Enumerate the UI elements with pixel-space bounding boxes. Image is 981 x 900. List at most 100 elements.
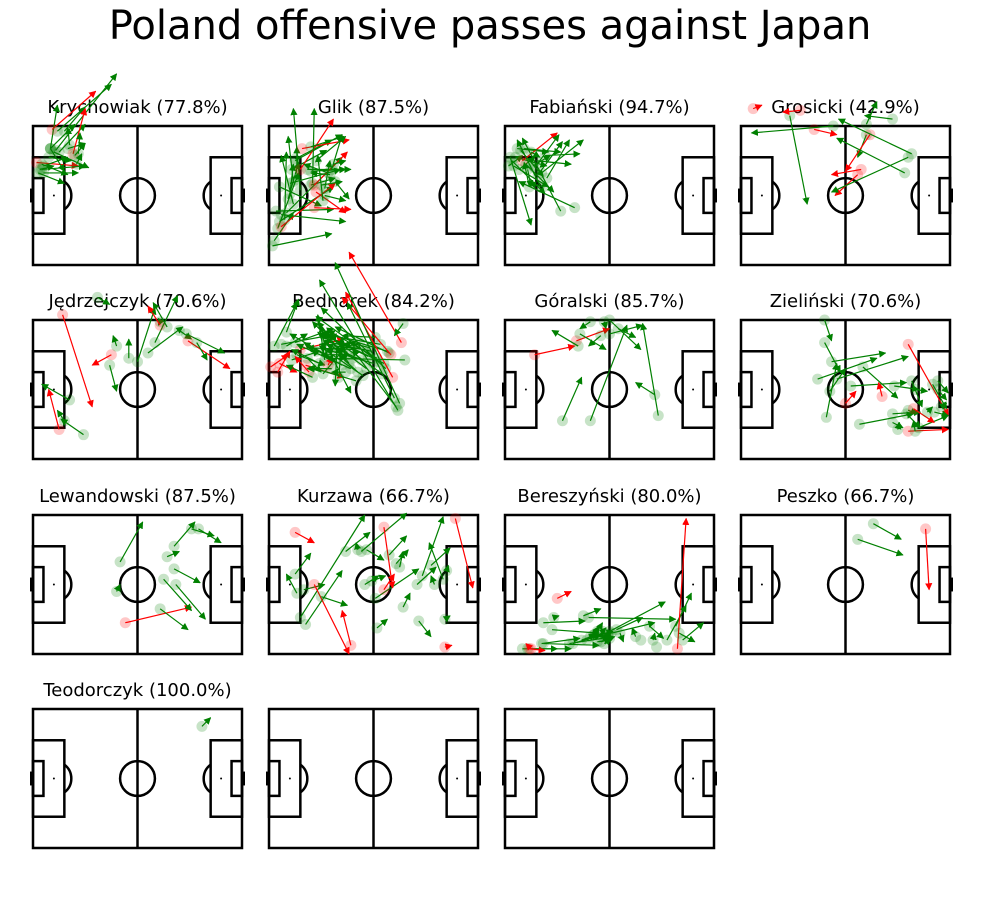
pass-arrow-fail <box>299 118 334 170</box>
penalty-spot-left <box>524 583 527 586</box>
pass-arrow-fail <box>522 132 558 162</box>
pass-arrow-success <box>398 550 406 568</box>
pass-arrow-success <box>159 608 189 631</box>
penalty-arc-left <box>63 374 73 405</box>
pass-arrow-success <box>617 328 637 338</box>
penalty-spot-right <box>692 583 695 586</box>
pass-arrow-success <box>49 104 60 149</box>
six-yard-box-left <box>503 370 517 409</box>
pass-arrow-success <box>579 321 591 330</box>
pass-arrow-success <box>649 632 657 641</box>
panel-title: Glik (87.5%) <box>318 97 429 118</box>
centre-circle <box>118 176 157 215</box>
pass-arrow-success <box>285 573 298 594</box>
pass-arrow-success <box>152 302 168 328</box>
pass-origin-success <box>635 634 647 646</box>
six-yard-box-right <box>702 176 716 215</box>
pass-arrow-success <box>910 420 919 432</box>
goal-right <box>713 771 717 786</box>
pass-arrow-fail <box>62 314 94 408</box>
pass-arrow-success <box>354 542 362 550</box>
pass-arrow-fail <box>444 643 453 651</box>
six-yard-box-left <box>739 370 753 409</box>
centre-circle <box>590 176 629 215</box>
pass-arrow-success <box>551 614 560 622</box>
penalty-spot-right <box>220 388 223 391</box>
penalty-spot-left <box>52 583 55 586</box>
pass-arrow-success <box>631 627 638 637</box>
centre-circle <box>826 565 865 604</box>
pass-arrow-success <box>509 157 533 226</box>
pass-arrow-success <box>521 161 530 187</box>
pass-arrow-success <box>318 279 399 411</box>
pass-arrow-fail <box>294 531 315 544</box>
pass-arrow-success <box>325 354 405 362</box>
penalty-area-right <box>209 545 244 624</box>
penalty-area-left <box>739 350 774 429</box>
six-yard-box-left <box>267 565 281 604</box>
panel-title: Kurzawa (66.7%) <box>297 486 450 507</box>
pass-arrow-fail <box>676 517 690 649</box>
pitch-panel: Lewandowski (87.5%) <box>30 486 245 656</box>
pass-arrow-success <box>166 550 180 558</box>
pass-arrow-success <box>303 163 329 174</box>
pass-arrow-fail <box>556 590 572 599</box>
six-yard-box-left <box>739 176 753 215</box>
six-yard-box-right <box>702 565 716 604</box>
pass-arrow-success <box>617 632 625 643</box>
pass-arrow-success <box>416 566 437 585</box>
pass-arrow-success <box>894 421 902 430</box>
penalty-arc-left <box>299 374 309 405</box>
penalty-area-right <box>209 156 244 235</box>
pass-arrow-success <box>281 214 347 225</box>
penalty-spot-left <box>288 388 291 391</box>
pass-arrow-success <box>64 127 73 146</box>
pass-arrow-success <box>543 617 586 625</box>
penalty-spot-left <box>52 194 55 197</box>
penalty-spot-right <box>928 194 931 197</box>
pass-arrow-success <box>442 615 451 623</box>
penalty-arc-left <box>63 569 73 600</box>
goal-right <box>713 188 717 203</box>
goal-right <box>241 771 245 786</box>
pass-arrow-success <box>937 380 949 394</box>
pass-arrow-success <box>273 301 298 347</box>
six-yard-box-right <box>466 370 480 409</box>
penalty-arc-right <box>674 374 684 405</box>
penalty-spot-right <box>692 194 695 197</box>
pass-arrow-success <box>147 326 184 354</box>
pass-arrow-success <box>290 107 301 191</box>
pass-arrow-success <box>334 326 390 354</box>
penalty-arc-right <box>674 763 684 794</box>
goal-left <box>502 577 506 592</box>
pass-arrow-fail <box>925 528 933 591</box>
penalty-arc-left <box>535 569 545 600</box>
pass-arrow-success <box>528 181 544 189</box>
pass-arrow-success <box>836 137 905 174</box>
pass-arrow-success <box>907 408 918 415</box>
pass-arrow-success <box>600 321 608 330</box>
goal-left <box>266 771 270 786</box>
goal-left <box>502 771 506 786</box>
pass-arrow-success <box>285 364 313 378</box>
pitch-panel: Kurzawa (66.7%) <box>266 486 481 656</box>
pass-arrow-fail <box>845 390 857 404</box>
pass-arrow-success <box>374 568 420 599</box>
penalty-area-left <box>739 156 774 235</box>
penalty-area-left <box>267 739 302 818</box>
pass-arrow-success <box>536 159 572 168</box>
pass-arrow-success <box>830 156 909 193</box>
pass-arrow-success <box>299 514 366 618</box>
penalty-arc-right <box>202 763 212 794</box>
penalty-area-right <box>917 545 952 624</box>
penalty-arc-left <box>299 569 309 600</box>
six-yard-box-right <box>230 370 244 409</box>
pass-arrow-success <box>616 616 644 631</box>
pass-arrow-success <box>163 578 192 612</box>
goal-right <box>477 188 481 203</box>
six-yard-box-left <box>503 565 517 604</box>
pass-arrow-success <box>178 329 193 340</box>
goal-right <box>241 188 245 203</box>
pass-arrow-success <box>321 179 343 187</box>
pass-arrow-success <box>173 568 201 584</box>
